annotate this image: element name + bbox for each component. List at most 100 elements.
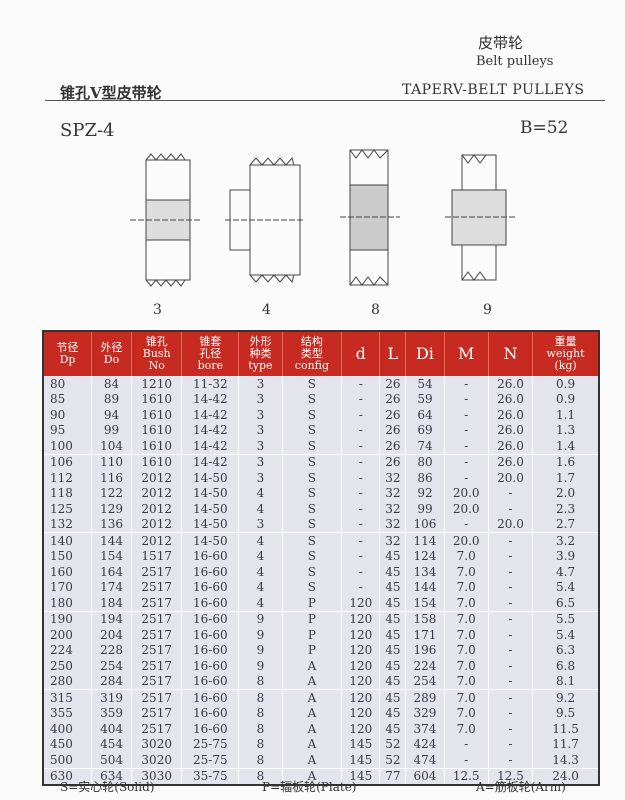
drawing-label: 8	[371, 302, 380, 318]
table-cell: 20.0	[444, 485, 489, 501]
table-cell: 254	[405, 673, 445, 690]
table-cell: 140	[43, 532, 93, 549]
table-cell: 2517	[131, 595, 183, 611]
table-cell: 224	[405, 658, 445, 674]
table-cell: 16-60	[181, 610, 240, 627]
table-cell: 7.0	[444, 610, 489, 627]
table-cell: 14.3	[532, 752, 600, 768]
table-cell: -	[341, 407, 381, 423]
table-cell: 16-60	[181, 595, 240, 611]
table-cell: S	[282, 564, 343, 580]
table-cell: 8	[238, 721, 283, 737]
column-header: 重量 weight (kg)	[532, 331, 600, 376]
table-cell: -	[488, 642, 534, 658]
table-cell: 2517	[131, 721, 183, 737]
table-cell: -	[488, 736, 534, 752]
table-cell: 26	[379, 453, 407, 470]
table-cell: 84	[91, 376, 132, 392]
table-cell: 329	[405, 705, 445, 721]
table-cell: 6.3	[532, 642, 600, 658]
table-cell: 2.3	[532, 501, 600, 517]
table-cell: 99	[405, 501, 445, 517]
table-row: 315 319 2517 16-60 8 A 120 45 289 7.0-9.2	[43, 689, 600, 706]
table-cell: 77	[379, 767, 407, 785]
table-cell: 136	[91, 516, 132, 533]
table-cell: 14-50	[181, 532, 240, 549]
table-cell: 100	[43, 438, 93, 454]
header-text: 结构	[300, 335, 323, 348]
table-cell: 20.0	[488, 516, 534, 533]
table-cell: 170	[43, 579, 93, 595]
table-cell: -	[444, 752, 489, 768]
table-cell: 32	[379, 501, 407, 517]
table-row: 100 104 1610 14-42 3 S -26 74-26.0 1.4	[43, 438, 600, 454]
table-cell: -	[488, 595, 534, 611]
table-cell: 26.0	[488, 453, 534, 470]
table-cell: 52	[379, 736, 407, 752]
table-cell: 2012	[131, 501, 183, 517]
table-cell: 160	[43, 564, 93, 580]
header-text: Bush	[142, 347, 171, 360]
table-cell: 64	[405, 407, 445, 423]
table-cell: 12.5	[488, 767, 534, 785]
header-text: bore	[197, 359, 224, 372]
header-text: d	[355, 344, 366, 363]
table-cell: -	[341, 391, 381, 407]
table-cell: 106	[405, 516, 445, 533]
table-cell: 120	[341, 705, 381, 721]
table-cell: 280	[43, 673, 93, 690]
legend-plate: P=辐板轮(Plate)	[262, 780, 357, 794]
table-cell: 4	[238, 579, 283, 595]
table-cell: -	[488, 610, 534, 627]
table-cell: 86	[405, 470, 445, 486]
table-cell: 104	[91, 438, 132, 454]
table-cell: 14-50	[181, 501, 240, 517]
table-cell: 2517	[131, 705, 183, 721]
table-cell: 2517	[131, 579, 183, 595]
table-row: 190 194 2517 16-60 9 P 120 45 158 7.0-5.5	[43, 610, 600, 627]
table-cell: 500	[43, 752, 93, 768]
table-cell: 150	[43, 548, 93, 564]
table-cell: 120	[341, 673, 381, 690]
table-cell: 180	[43, 595, 93, 611]
table-cell: -	[341, 516, 381, 533]
table-cell: 8	[238, 752, 283, 768]
header-text: Di	[415, 344, 434, 363]
table-cell: 374	[405, 721, 445, 737]
table-cell: 52	[379, 752, 407, 768]
drawing-label: 4	[262, 302, 271, 318]
table-cell: 3	[238, 376, 283, 392]
table-cell: 145	[341, 767, 381, 785]
table-cell: 7.0	[444, 627, 489, 643]
table-cell: 3	[238, 470, 283, 486]
table-cell: 124	[405, 548, 445, 564]
table-cell: 45	[379, 673, 407, 690]
table-cell: 14-50	[181, 516, 240, 533]
table-cell: -	[444, 470, 489, 486]
table-cell: 145	[341, 752, 381, 768]
table-cell: 319	[91, 689, 132, 706]
table-cell: 54	[405, 376, 445, 392]
table-cell: A	[282, 721, 343, 737]
table-cell: 4	[238, 501, 283, 517]
table-cell: 132	[43, 516, 93, 533]
drawing-type-3	[130, 153, 200, 287]
table-cell: 32	[379, 470, 407, 486]
table-cell: 630	[43, 767, 93, 785]
header-text: L	[387, 344, 399, 363]
table-cell: S	[282, 391, 343, 407]
table-cell: -	[341, 438, 381, 454]
legend-solid: S=实心轮(Solid)	[60, 780, 155, 794]
table-cell: -	[341, 579, 381, 595]
table-cell: 4	[238, 485, 283, 501]
table-cell: 4	[238, 564, 283, 580]
table-cell: 5.4	[532, 627, 600, 643]
table-cell: -	[444, 438, 489, 454]
table-cell: 90	[43, 407, 93, 423]
table-cell: 106	[43, 453, 93, 470]
table-cell: -	[444, 422, 489, 438]
table-cell: 120	[341, 689, 381, 706]
table-cell: 174	[91, 579, 132, 595]
table-cell: 2517	[131, 642, 183, 658]
table-cell: -	[488, 689, 534, 706]
